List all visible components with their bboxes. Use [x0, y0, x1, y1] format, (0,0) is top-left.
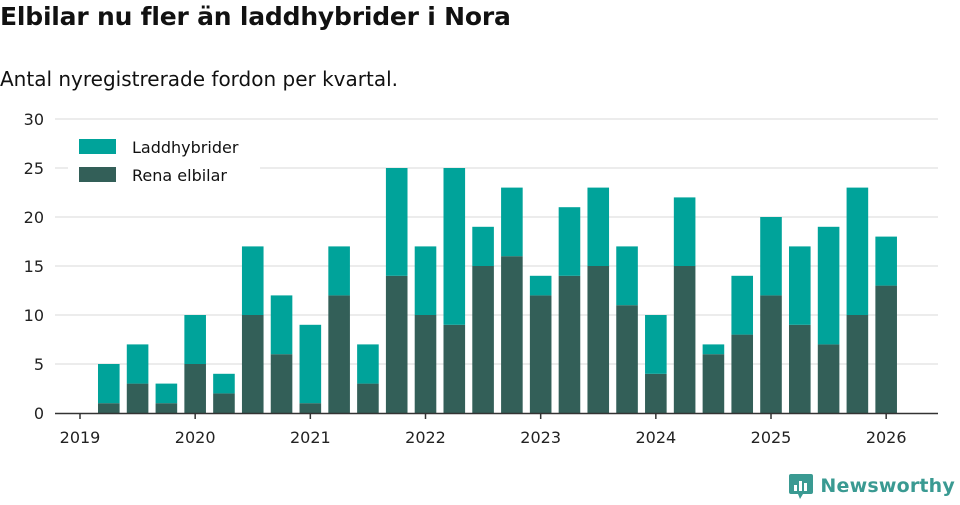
bar-laddhybrider-2025-q3	[817, 226, 840, 345]
legend-label-laddhybrider: Laddhybrider	[132, 138, 239, 157]
bar-laddhybrider-2026-q1	[875, 236, 897, 286]
bar-rena-elbilar-2022-q2	[443, 324, 466, 413]
bar-laddhybrider-2024-q2	[673, 197, 696, 266]
bar-rena-elbilar-2021-q3	[357, 383, 379, 413]
bar-laddhybrider-2022-q4	[501, 187, 523, 257]
bar-rena-elbilar-2025-q4	[846, 315, 869, 413]
bar-laddhybrider-2020-q2	[213, 373, 235, 394]
x-tick-label-2021: 2021	[290, 428, 331, 447]
bar-rena-elbilar-2019-q3	[126, 383, 149, 413]
bar-rena-elbilar-2023-q3	[587, 266, 610, 413]
x-tick-label-2019: 2019	[60, 428, 101, 447]
brand-name: Newsworthy	[820, 475, 955, 497]
newsworthy-chart-icon	[789, 474, 814, 499]
bar-laddhybrider-2022-q2	[443, 168, 466, 325]
x-tick-label-2026: 2026	[866, 428, 907, 447]
y-axis: 0 5 10 15 20 25 30	[24, 110, 44, 423]
bar-laddhybrider-2022-q1	[414, 246, 437, 315]
bar-laddhybrider-2021-q3	[357, 344, 379, 384]
bar-laddhybrider-2022-q3	[472, 226, 494, 266]
bar-laddhybrider-2020-q4	[270, 295, 293, 355]
bar-rena-elbilar-2023-q1	[529, 295, 552, 413]
bar-rena-elbilar-2022-q4	[501, 256, 523, 413]
bar-rena-elbilar-2023-q4	[616, 305, 638, 413]
bar-rena-elbilar-2021-q4	[385, 275, 408, 413]
bar-rena-elbilar-2025-q2	[789, 324, 811, 413]
bar-rena-elbilar-2025-q1	[760, 295, 782, 413]
bar-rena-elbilar-2020-q4	[270, 354, 293, 413]
bar-rena-elbilar-2022-q1	[414, 315, 437, 413]
bar-laddhybrider-2021-q4	[385, 168, 408, 276]
bar-rena-elbilar-2021-q2	[328, 295, 350, 413]
x-axis: 2019 2020 2021 2022 2023 2024 2025 2026	[55, 412, 938, 447]
bar-laddhybrider-2023-q1	[529, 275, 552, 296]
bar-rena-elbilar-2020-q2	[213, 393, 235, 413]
bar-laddhybrider-2025-q1	[760, 217, 782, 296]
bar-rena-elbilar-2022-q3	[472, 266, 494, 413]
y-tick-label-20: 20	[24, 208, 44, 227]
y-tick-label-10: 10	[24, 306, 44, 325]
bar-rena-elbilar-2024-q4	[731, 334, 754, 413]
bar-laddhybrider-2023-q4	[616, 246, 638, 306]
legend: Laddhybrider Rena elbilar	[68, 130, 260, 188]
x-tick-label-2025: 2025	[751, 428, 792, 447]
newsworthy-logo: Newsworthy	[788, 472, 955, 500]
bar-rena-elbilar-2019-q2	[97, 403, 120, 413]
bar-laddhybrider-2020-q3	[241, 246, 264, 315]
y-tick-label-25: 25	[24, 159, 44, 178]
bar-rena-elbilar-2024-q2	[673, 266, 696, 413]
legend-label-rena-elbilar: Rena elbilar	[132, 166, 227, 185]
chart-title: Elbilar nu fler än laddhybrider i Nora	[0, 2, 511, 31]
bar-laddhybrider-2020-q1	[184, 315, 206, 364]
bar-rena-elbilar-2020-q3	[241, 315, 264, 413]
bar-rena-elbilar-2024-q3	[702, 354, 725, 413]
bar-laddhybrider-2024-q1	[645, 315, 667, 374]
bar-laddhybrider-2019-q3	[126, 344, 149, 384]
bar-rena-elbilar-2025-q3	[817, 344, 840, 413]
bar-laddhybrider-2021-q2	[328, 246, 350, 296]
bar-rena-elbilar-2021-q1	[299, 403, 322, 413]
bar-laddhybrider-2024-q3	[702, 344, 725, 355]
legend-swatch-laddhybrider	[79, 139, 116, 154]
chart-subtitle: Antal nyregistrerade fordon per kvartal.	[0, 67, 399, 91]
y-tick-label-15: 15	[24, 257, 44, 276]
bar-rena-elbilar-2019-q4	[155, 403, 178, 413]
bar-laddhybrider-2025-q4	[846, 187, 869, 315]
bar-laddhybrider-2019-q2	[97, 364, 120, 404]
bar-laddhybrider-2021-q1	[299, 324, 322, 404]
bar-rena-elbilar-2024-q1	[645, 373, 667, 413]
x-tick-label-2024: 2024	[635, 428, 676, 447]
bar-laddhybrider-2023-q2	[558, 207, 581, 276]
bar-laddhybrider-2025-q2	[789, 246, 811, 325]
bars	[97, 168, 897, 413]
x-tick-label-2022: 2022	[405, 428, 446, 447]
bar-laddhybrider-2023-q3	[587, 187, 610, 266]
bar-laddhybrider-2019-q4	[155, 383, 178, 404]
bar-laddhybrider-2024-q4	[731, 275, 754, 335]
x-tick-label-2020: 2020	[175, 428, 216, 447]
y-tick-label-5: 5	[34, 355, 44, 374]
y-tick-label-0: 0	[34, 404, 44, 423]
bar-rena-elbilar-2020-q1	[184, 364, 206, 413]
bar-rena-elbilar-2026-q1	[875, 285, 897, 413]
bar-rena-elbilar-2023-q2	[558, 275, 581, 413]
x-tick-label-2023: 2023	[520, 428, 561, 447]
legend-swatch-rena-elbilar	[79, 167, 116, 182]
y-tick-label-30: 30	[24, 110, 44, 129]
